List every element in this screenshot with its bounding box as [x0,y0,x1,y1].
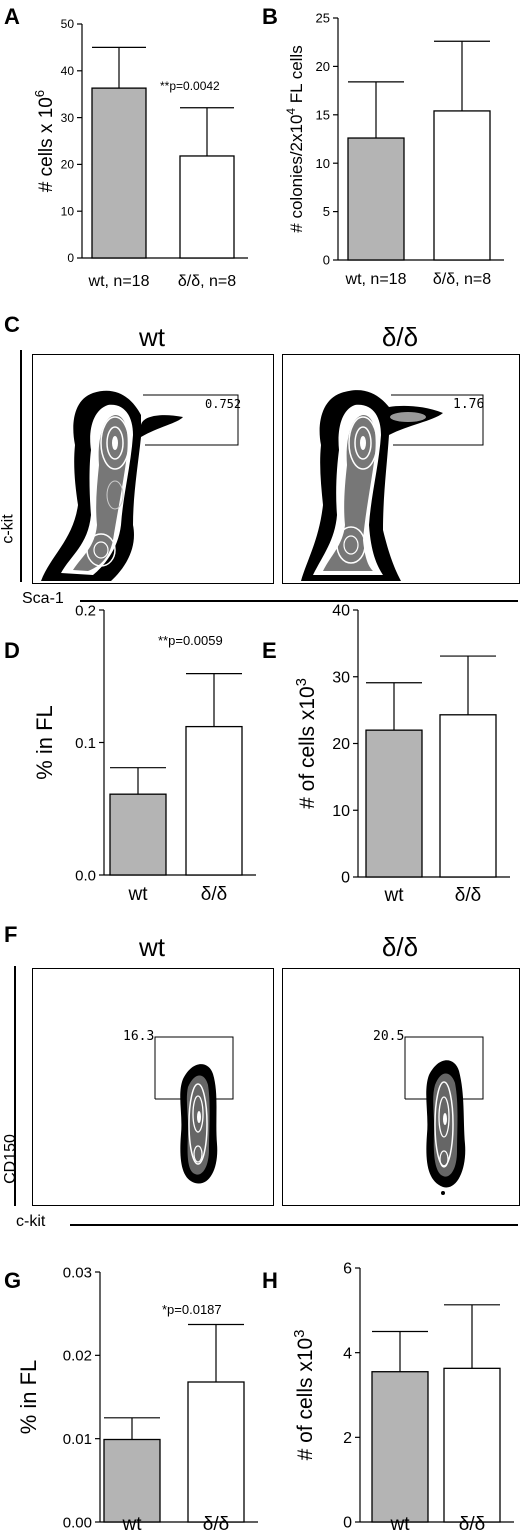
y-tick-label-a: 10 [61,204,75,218]
axis-label-f-y: CD150 [1,1134,19,1184]
flow-title-c-wt: wt [139,322,165,352]
p-value-annotation-a: **p=0.0042 [160,79,220,93]
y-axis-label-a: # cells x 106 [32,90,57,192]
category-label-a: wt, n=18 [88,273,150,290]
flow-plot-f-delta: 20.5 [282,968,520,1206]
flow-plot-c-delta: 1.76 [282,354,520,584]
bar-chart-g: 0.00 0.01 0.02 0.03 wt δ/δ *p=0.0187 % in FL [16,1264,258,1535]
y-tick-label-g: 0.02 [63,1348,92,1365]
category-label-b: δ/δ, n=8 [433,271,491,288]
bar-b-delta [433,110,491,261]
panel-label-b: B [262,4,278,29]
bar-chart-h: 0 2 4 6 wt δ/δ # of cells x103 [292,1261,514,1535]
p-value-annotation-d: **p=0.0059 [158,633,223,648]
panel-label-e: E [262,638,277,663]
y-tick-label-e: 20 [332,736,350,753]
category-label-g: wt [122,1514,143,1535]
y-tick-label-a: 50 [61,17,75,31]
y-tick-label-b: 10 [316,156,330,171]
y-axis-label-e: # of cells x103 [294,678,319,809]
gate-value-c-delta: 1.76 [453,397,485,412]
category-label-g: δ/δ [203,1514,229,1535]
y-tick-label-d: 0.0 [75,867,96,884]
y-tick-label-g: 0.00 [63,1514,92,1531]
y-tick-label-d: 0.2 [75,602,96,619]
y-tick-label-a: 20 [61,158,75,172]
bar-b-wt [347,137,405,261]
y-axis-label-d: % in FL [32,705,57,780]
axis-label-c-x: Sca-1 [22,590,64,607]
panel-label-a: A [4,4,20,29]
contour-plot-c-delta [301,390,484,581]
category-label-h: wt [390,1514,411,1535]
y-tick-label-e: 30 [332,669,350,686]
bar-g-delta [187,1381,245,1523]
category-label-a: δ/δ, n=8 [178,273,236,290]
axis-line-f-y [14,966,16,1206]
y-axis-label-g: % in FL [16,1360,41,1435]
y-tick-label-h: 2 [343,1430,352,1447]
p-value-annotation-g: *p=0.0187 [162,1302,222,1317]
y-tick-label-e: 40 [332,603,350,620]
category-label-e: δ/δ [455,885,481,905]
y-axis-label-b: # colonies/2x104 FL cells [284,45,306,232]
axis-line-c-y [20,350,22,582]
contour-plot-f-wt [154,1036,234,1184]
axis-line-f-x [70,1224,518,1226]
axis-line-c-x [80,600,518,602]
bar-chart-a: 0 10 20 30 40 50 wt, n=18 δ/δ, n=8 **p=0.0042 # c… [32,17,248,290]
category-label-d: δ/δ [201,884,227,905]
panel-label-d: D [4,638,20,663]
bar-d-wt [109,793,167,876]
bar-g-wt [103,1438,161,1523]
y-tick-label-b: 0 [323,253,330,268]
bar-d-delta [185,725,243,876]
gate-value-c-wt: 0.752 [205,397,242,411]
y-tick-label-h: 6 [343,1261,352,1278]
panel-label-h: H [262,1268,278,1293]
axis-label-c-y: c-kit [0,514,17,544]
bar-chart-e: 0 10 20 30 40 wt δ/δ # of cells x103 [294,603,510,905]
y-tick-label-a: 30 [61,111,75,125]
y-tick-label-d: 0.1 [75,735,96,752]
flow-title-f-delta: δ/δ [381,932,419,962]
y-tick-label-g: 0.01 [63,1431,92,1448]
bar-a-wt [91,87,147,259]
category-label-d: wt [128,884,149,905]
category-label-h: δ/δ [459,1514,485,1535]
gate-value-f-wt: 16.3 [123,1029,155,1044]
panel-label-f: F [4,922,18,947]
bar-a-delta [179,155,235,259]
y-tick-label-e: 10 [332,803,350,820]
flow-plot-c-wt: 0.752 [32,354,274,584]
flow-title-c-delta: δ/δ [381,322,419,352]
bar-e-wt [365,729,423,878]
y-tick-label-b: 5 [323,204,330,219]
category-label-b: wt, n=18 [345,271,407,288]
y-tick-label-b: 20 [316,59,330,74]
bar-e-delta [439,714,497,878]
axis-label-f-x: c-kit [16,1213,46,1230]
y-tick-label-h: 0 [343,1515,352,1532]
y-tick-label-h: 4 [343,1345,352,1362]
bar-h-delta [443,1367,501,1523]
panel-label-g: G [4,1268,22,1293]
y-tick-label-a: 40 [61,64,75,78]
y-axis-label-h: # of cells x103 [292,1330,317,1461]
bar-h-wt [371,1371,429,1523]
flow-plot-f-wt: 16.3 [32,968,274,1206]
panel-label-c: C [4,312,20,337]
y-tick-label-g: 0.03 [63,1264,92,1281]
gate-value-f-delta: 20.5 [373,1029,405,1044]
contour-plot-c-wt [41,390,239,581]
y-tick-label-a: 0 [67,251,74,265]
bar-chart-b: 0 5 10 15 20 25 wt, n=18 δ/δ, n=8 # colonies/2x1… [284,11,504,288]
y-tick-label-b: 15 [316,107,330,122]
y-tick-label-e: 0 [341,870,350,887]
contour-plot-f-delta [404,1036,484,1195]
bar-chart-d: 0.0 0.1 0.2 wt δ/δ **p=0.0059 % in FL [32,602,256,905]
y-tick-label-b: 25 [316,11,330,26]
category-label-e: wt [384,885,405,905]
flow-title-f-wt: wt [139,932,165,962]
